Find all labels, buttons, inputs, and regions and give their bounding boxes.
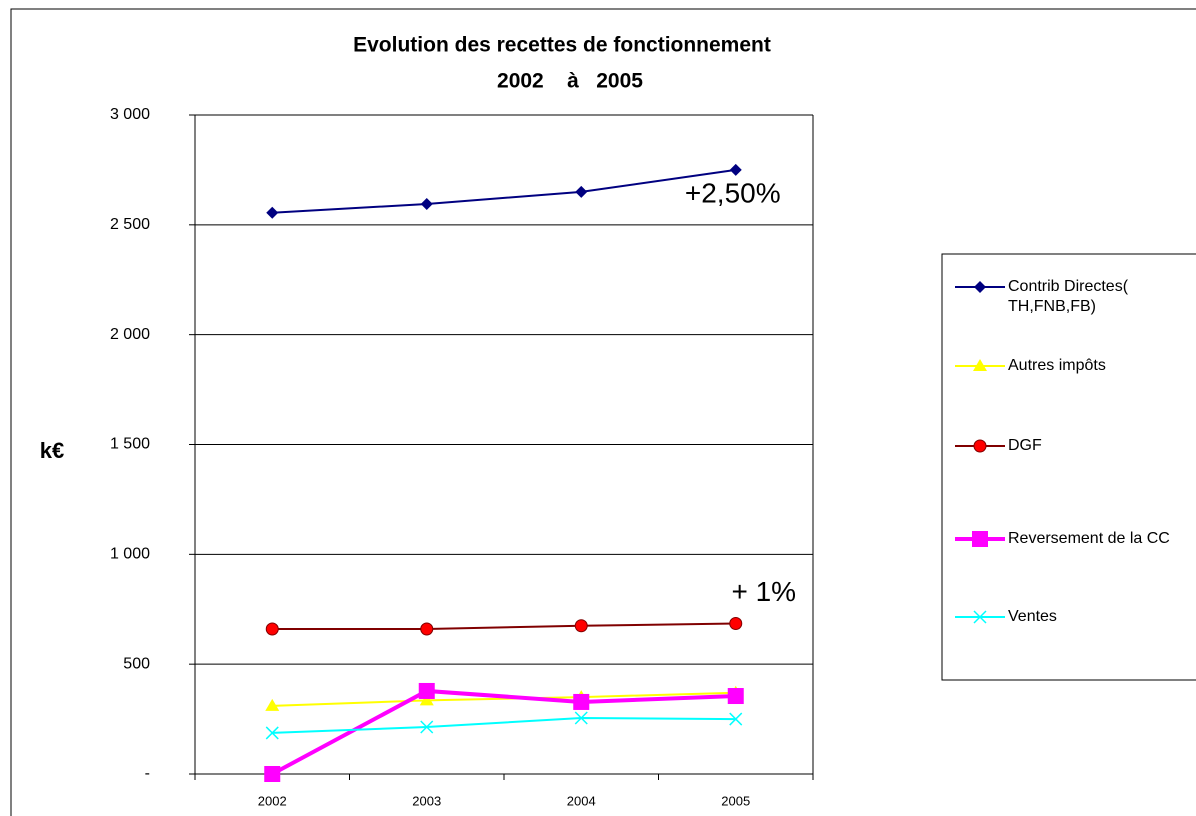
x-tick-label: 2004: [567, 793, 596, 808]
point: [573, 693, 590, 710]
series-line: [271, 688, 736, 776]
point: [727, 688, 744, 705]
point: [729, 163, 742, 176]
legend-marker: [973, 439, 987, 453]
annotation: + 1%: [731, 576, 796, 607]
y-tick-label: 1 500: [110, 436, 150, 453]
point: [418, 682, 435, 699]
point: [420, 622, 434, 636]
legend-marker: [973, 359, 987, 371]
y-tick-label: 1 000: [110, 546, 150, 563]
point: [729, 712, 743, 726]
y-tick-label: 3 000: [110, 106, 150, 123]
point: [575, 185, 588, 198]
y-axis-label: k€: [40, 438, 64, 463]
point: [729, 617, 743, 631]
point: [420, 197, 433, 210]
legend-label: Autres impôts: [1008, 357, 1106, 374]
x-tick-label: 2005: [721, 793, 750, 808]
legend-marker: [974, 281, 986, 293]
legend-marker: [972, 531, 988, 547]
point: [420, 720, 434, 734]
legend-label: Contrib Directes( TH,FNB,FB): [1008, 278, 1129, 315]
y-tick-label: -: [145, 765, 150, 782]
legend-label: DGF: [1008, 437, 1042, 454]
point: [265, 726, 279, 740]
legend-label: Reversement de la CC: [1008, 530, 1170, 547]
point: [574, 619, 588, 633]
series-line: [272, 716, 736, 734]
chart-title: Evolution des recettes de fonctionnement: [353, 34, 771, 57]
legend-box: [941, 253, 1196, 681]
legend-marker: [973, 610, 987, 624]
series-line: [272, 691, 736, 707]
point: [264, 766, 281, 782]
series-line: [272, 168, 736, 214]
y-tick-label: 2 500: [110, 216, 150, 233]
x-tick-label: 2002: [258, 793, 287, 808]
annotation: +2,50%: [685, 177, 781, 208]
point: [574, 711, 588, 725]
y-tick-label: 500: [123, 655, 150, 672]
legend-label: Ventes: [1008, 608, 1057, 625]
point: [265, 698, 280, 711]
series-line: [272, 622, 736, 631]
point: [419, 693, 434, 706]
chart-title: 2002 à 2005: [497, 70, 643, 93]
x-tick-label: 2003: [412, 793, 441, 808]
point: [266, 206, 279, 219]
point: [265, 622, 279, 636]
y-tick-label: 2 000: [110, 326, 150, 343]
